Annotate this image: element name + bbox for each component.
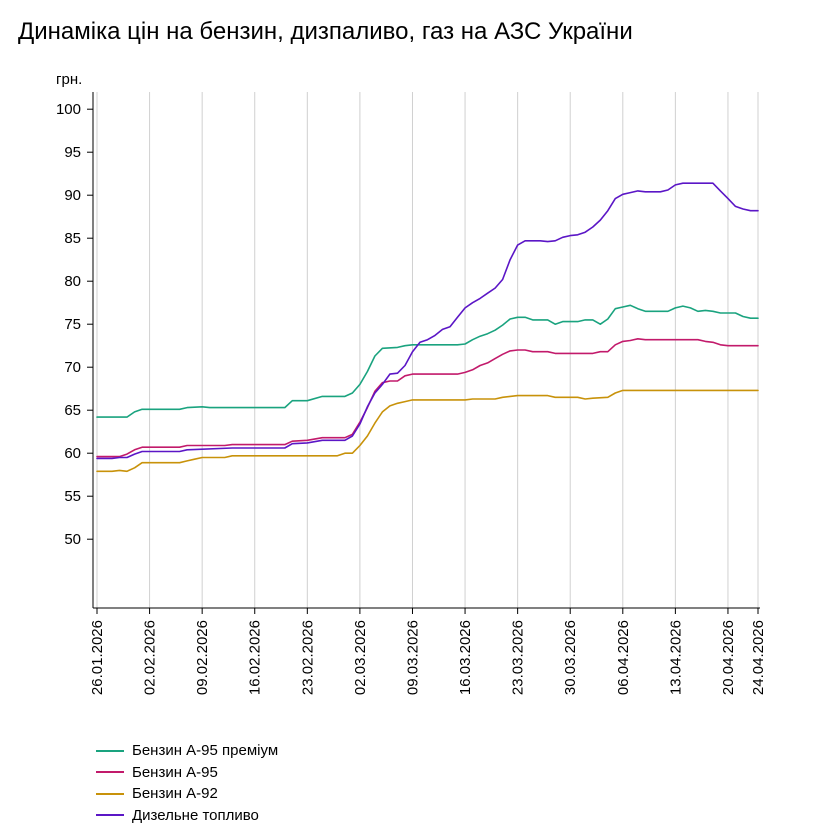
legend-swatch	[96, 749, 124, 752]
x-tick-label: 06.04.2026	[615, 620, 632, 695]
chart-title: Динаміка цін на бензин, дизпаливо, газ н…	[18, 18, 633, 45]
y-tick-label: 95	[64, 144, 81, 161]
y-axis-label: грн.	[56, 71, 82, 88]
legend-item: Бензин А-95 преміум	[96, 740, 278, 762]
y-tick-label: 50	[64, 531, 81, 548]
x-tick-label: 24.04.2026	[750, 620, 767, 695]
x-tick-label: 02.02.2026	[142, 620, 159, 695]
axes	[92, 92, 760, 609]
x-tick-label: 23.03.2026	[510, 620, 527, 695]
y-tick-label: 60	[64, 445, 81, 462]
x-tick-label: 16.03.2026	[457, 620, 474, 695]
legend-label: Бензин А-95	[132, 763, 218, 781]
legend-label: Дизельне топливо	[132, 806, 259, 824]
y-tick-label: 70	[64, 359, 81, 376]
x-tick-label: 26.01.2026	[89, 620, 106, 695]
y-tick-label: 90	[64, 187, 81, 204]
legend-item: Бензин А-92	[96, 783, 278, 805]
legend-item: Дизельне топливо	[96, 805, 278, 827]
legend-label: Бензин А-95 преміум	[132, 742, 279, 760]
series-lines	[96, 182, 759, 473]
series-line-1	[96, 337, 759, 458]
x-tick-label: 13.04.2026	[667, 620, 684, 695]
legend-item: Бензин А-95	[96, 762, 278, 784]
y-tick-label: 55	[64, 488, 81, 505]
y-ticks: 50 55 60 65 70 75 80 85 90 95 100	[56, 101, 93, 548]
y-tick-label: 80	[64, 273, 81, 290]
legend-swatch	[96, 814, 124, 817]
grid-lines	[96, 92, 759, 608]
series-line-0	[96, 304, 759, 418]
y-tick-label: 65	[64, 402, 81, 419]
x-tick-label: 09.02.2026	[194, 620, 211, 695]
x-tick-label: 23.02.2026	[299, 620, 316, 695]
legend-swatch	[96, 771, 124, 774]
legend-label: Бензин А-92	[132, 785, 218, 803]
x-tick-label: 16.02.2026	[247, 620, 264, 695]
series-line-3	[96, 182, 759, 460]
legend-swatch	[96, 792, 124, 795]
x-tick-label: 09.03.2026	[404, 620, 421, 695]
x-ticks: 26.01.2026 02.02.2026 09.02.2026 16.02.2026…	[89, 608, 767, 695]
x-tick-label: 02.03.2026	[352, 620, 369, 695]
x-tick-label: 30.03.2026	[562, 620, 579, 695]
series-line-2	[96, 389, 759, 473]
y-tick-label: 85	[64, 230, 81, 247]
y-tick-label: 100	[56, 101, 81, 118]
legend: Бензин А-95 преміум Бензин А-95 Бензин А-9…	[96, 740, 278, 826]
x-tick-label: 20.04.2026	[720, 620, 737, 695]
y-tick-label: 75	[64, 316, 81, 333]
